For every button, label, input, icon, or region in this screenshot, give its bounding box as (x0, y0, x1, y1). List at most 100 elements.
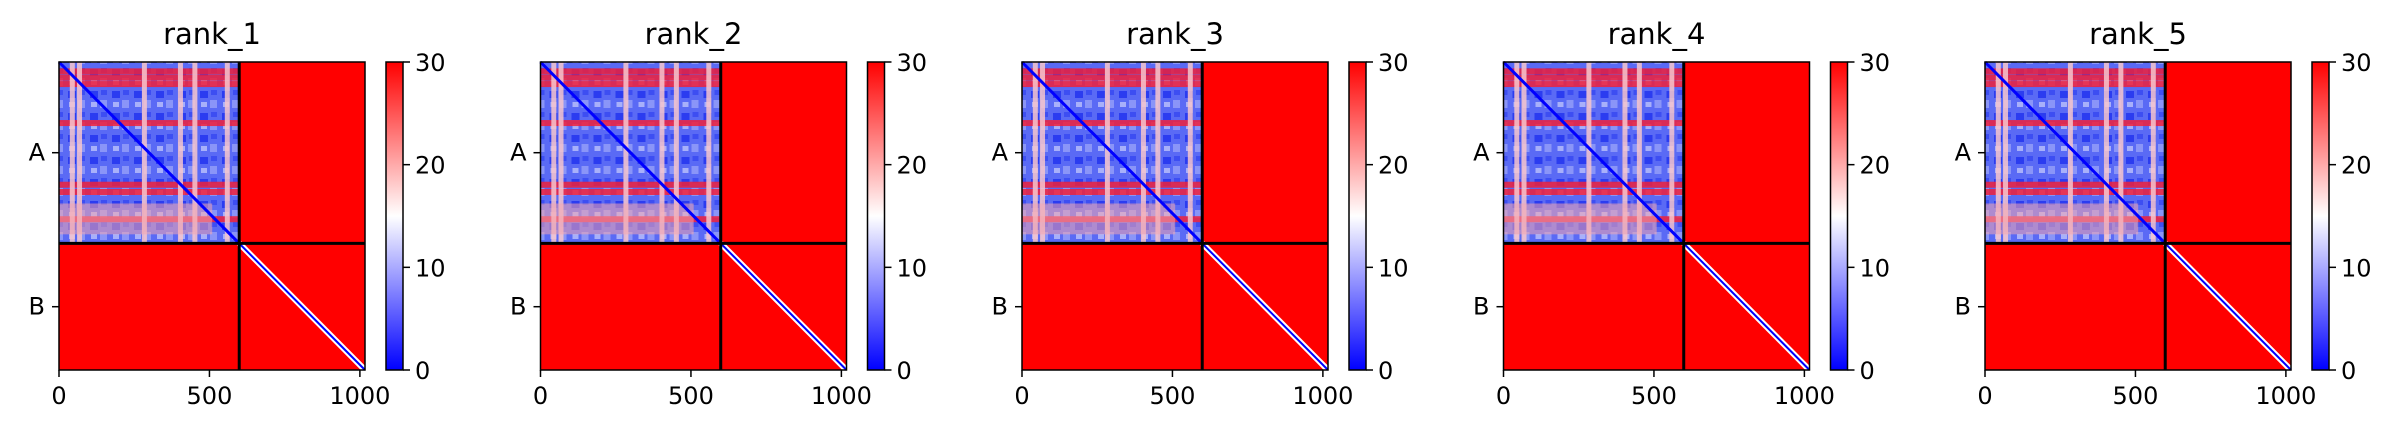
mid-error-column (1669, 62, 1675, 244)
mid-error-column (2003, 62, 2009, 244)
high-error-stripe (1022, 181, 1203, 188)
diagonal-BB (720, 242, 848, 371)
diagonal-AA (539, 60, 722, 245)
mid-error-band (540, 203, 694, 235)
colorbar (866, 61, 886, 371)
colorbar-tick-label: 20 (415, 152, 446, 180)
mid-error-band (1985, 203, 2139, 235)
x-tick-label: 1000 (1292, 382, 1353, 410)
y-tick-label: A (510, 139, 527, 167)
heatmap-block-AA (1020, 60, 1204, 245)
mid-error-column (558, 62, 564, 244)
colorbar (385, 61, 404, 371)
colorbar-tick-label: 10 (897, 254, 928, 282)
pae-panel: rank_3 0 500 1000 A B 0 10 20 30 (992, 17, 1409, 410)
high-error-stripe (1022, 188, 1203, 195)
colorbar (1829, 61, 1849, 371)
mid-error-column (2118, 62, 2124, 244)
diagonal-AA (1983, 60, 2167, 245)
y-tick-label: B (1473, 293, 1489, 321)
y-tick-label: B (510, 293, 526, 321)
high-error-stripe (1022, 120, 1203, 127)
heatmap-block-AA (57, 60, 241, 245)
panel-title: rank_1 (163, 17, 261, 51)
colorbar-tick-label: 10 (2341, 254, 2372, 282)
x-tick-label: 1000 (2255, 382, 2316, 410)
high-error-stripe (1985, 74, 2166, 81)
high-error-stripe (1985, 68, 2166, 75)
high-error-stripe (59, 68, 240, 75)
colorbar-tick-label: 30 (2341, 49, 2372, 77)
mid-error-column (1032, 62, 1038, 244)
x-tick-label: 0 (533, 382, 548, 410)
diagonal-BB (1201, 242, 1329, 371)
mid-error-column (1040, 62, 1046, 244)
y-tick-label: A (1473, 139, 1490, 167)
colorbar-tick-label: 30 (1378, 49, 1409, 77)
high-error-stripe (540, 188, 721, 195)
mid-error-column (706, 62, 712, 244)
colorbar-tick-label: 20 (1860, 152, 1891, 180)
mid-error-column (1514, 62, 1520, 244)
mid-error-column (673, 62, 679, 244)
axes-frame (58, 61, 366, 371)
colorbar-tick-label: 30 (897, 49, 928, 77)
colorbar-tick-label: 30 (1860, 49, 1891, 77)
x-tick-label: 0 (1496, 382, 1511, 410)
high-error-stripe (1022, 81, 1203, 88)
high-error-stripe (1022, 74, 1203, 81)
mid-error-column (1586, 62, 1592, 244)
colorbar (2311, 61, 2330, 371)
high-error-stripe (540, 74, 721, 81)
mid-error-column (141, 62, 147, 244)
panel-title: rank_4 (1608, 17, 1706, 51)
mid-error-column (77, 62, 83, 244)
x-tick-label: 1000 (811, 382, 872, 410)
heatmap-block-AA (1502, 60, 1685, 245)
high-error-stripe (1985, 181, 2166, 188)
mid-error-column (1622, 62, 1628, 244)
high-error-stripe (59, 120, 240, 127)
colorbar-tick-label: 0 (2341, 357, 2356, 385)
heatmap-block-AA (539, 60, 722, 245)
pae-panel: rank_5 0 500 1000 A B 0 10 20 30 (1955, 17, 2372, 410)
y-tick-label: B (29, 293, 45, 321)
axes-frame (1502, 61, 1811, 371)
colorbar-tick-label: 20 (1378, 152, 1409, 180)
y-tick-label: A (29, 139, 46, 167)
x-tick-label: 500 (187, 382, 233, 410)
high-error-stripe (1985, 120, 2166, 127)
colorbar-tick-label: 10 (415, 254, 446, 282)
high-error-stripe (1503, 120, 1684, 127)
y-tick-label: B (1955, 293, 1971, 321)
high-error-stripe (1503, 68, 1684, 75)
diagonal-AA (1502, 60, 1685, 245)
diagonal-AA (57, 60, 241, 245)
colorbar-tick-label: 10 (1860, 254, 1891, 282)
mid-error-column (1995, 62, 2001, 244)
high-error-stripe (540, 81, 721, 88)
high-error-stripe (1503, 181, 1684, 188)
axes-frame (539, 61, 848, 371)
x-tick-label: 500 (2113, 382, 2159, 410)
mid-error-column (1155, 62, 1161, 244)
high-error-stripe (540, 120, 721, 127)
colorbar (1348, 61, 1367, 371)
high-error-stripe (59, 181, 240, 188)
panel-title: rank_5 (2089, 17, 2187, 51)
high-error-stripe (540, 68, 721, 75)
mid-error-column (1140, 62, 1146, 244)
high-error-stripe (1503, 81, 1684, 88)
high-error-stripe (59, 81, 240, 88)
x-tick-label: 500 (1631, 382, 1677, 410)
colorbar-tick-label: 10 (1378, 254, 1409, 282)
mid-error-column (2067, 62, 2073, 244)
y-tick-label: B (992, 293, 1008, 321)
mid-error-column (2103, 62, 2109, 244)
diagonal-BB (1683, 242, 1811, 371)
colorbar-tick-label: 0 (897, 357, 912, 385)
y-tick-label: A (992, 139, 1009, 167)
panel-title: rank_3 (1126, 17, 1224, 51)
mid-error-band (1503, 203, 1657, 235)
